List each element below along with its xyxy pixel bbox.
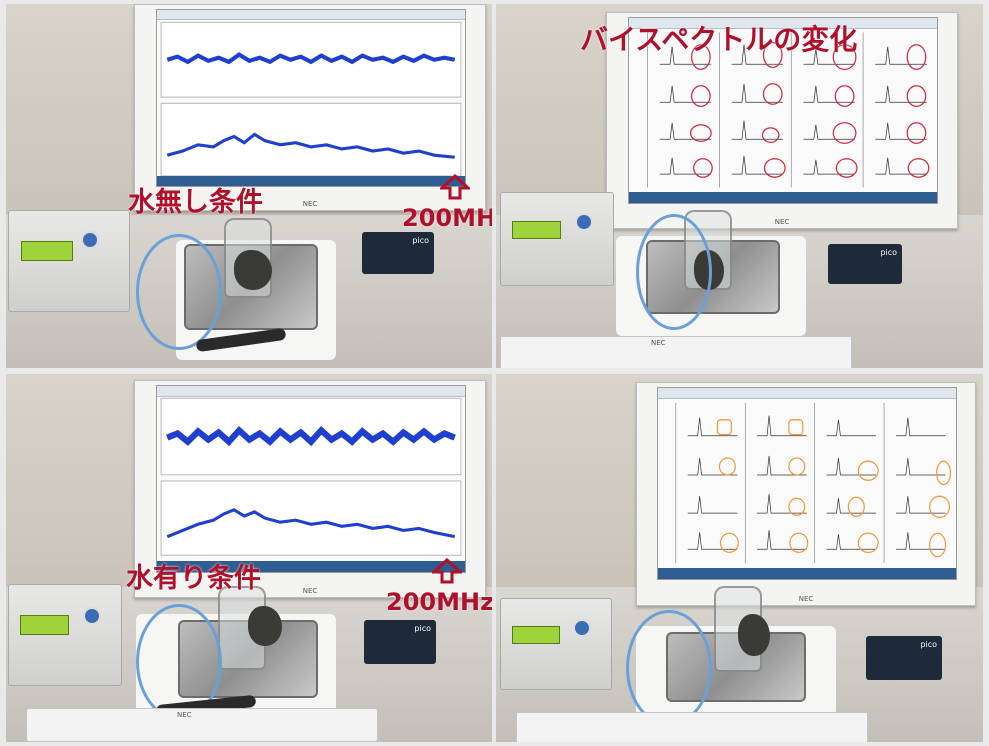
bispectrum-grid — [675, 403, 952, 564]
waveform-display — [160, 22, 462, 177]
rock-sample — [738, 614, 770, 656]
pico-brand: pico — [920, 640, 937, 649]
highlight-ring — [906, 85, 927, 108]
frequency-label: 200MHz — [386, 588, 492, 616]
highlight-ring — [762, 83, 783, 106]
pico-brand: pico — [880, 248, 897, 257]
highlight-ring — [832, 44, 857, 71]
arrow-up-icon — [440, 174, 470, 200]
photo-wet-condition: NEC pico NEC 水有り条件 200MHz — [6, 374, 492, 742]
annotation-dry-condition: 水無し条件 — [128, 187, 263, 218]
highlight-ring — [788, 457, 806, 477]
highlight-ring — [788, 498, 806, 517]
pico-oscilloscope: pico — [866, 636, 942, 680]
pico-oscilloscope: pico — [364, 620, 436, 664]
keyboard: NEC — [500, 336, 852, 368]
monitor-brand: NEC — [798, 595, 814, 603]
highlight-box — [788, 419, 804, 436]
photo-bispectrum-wet: NEC pico — [496, 374, 983, 742]
highlight-box — [717, 419, 733, 436]
waveform-display — [160, 398, 462, 557]
frequency-label: 200MHz — [402, 204, 492, 232]
keyboard-brand: NEC — [651, 339, 666, 347]
highlight-ring — [929, 495, 951, 519]
highlight-ring — [693, 158, 713, 179]
highlight-ring — [906, 122, 927, 145]
photo-dry-condition: NEC pico 水無し条件 200MHz — [6, 4, 492, 368]
signal-generator — [8, 210, 130, 312]
signal-generator — [500, 598, 612, 690]
highlight-ring — [691, 85, 711, 108]
highlight-ring — [848, 497, 866, 518]
highlight-ring — [763, 158, 786, 179]
highlight-ring — [835, 158, 858, 179]
highlight-ring — [691, 44, 711, 71]
monitor: NEC — [636, 382, 976, 606]
monitor: NEC — [134, 380, 486, 598]
spectrum-waveform — [166, 508, 456, 539]
highlight-ring — [719, 457, 737, 477]
pico-oscilloscope: pico — [828, 244, 902, 284]
monitor-brand: NEC — [774, 218, 790, 226]
signal-generator — [8, 584, 122, 686]
monitor: NEC — [606, 12, 958, 229]
pico-brand: pico — [414, 624, 431, 633]
monitor-brand: NEC — [302, 587, 318, 595]
rock-sample — [234, 250, 272, 290]
monitor-brand: NEC — [302, 200, 318, 208]
highlight-ring — [762, 42, 783, 69]
time-domain-waveform — [166, 52, 456, 65]
pico-oscilloscope: pico — [362, 232, 434, 274]
annotation-wet-condition: 水有り条件 — [126, 563, 261, 594]
highlight-ring — [834, 85, 855, 108]
spectrum-waveform — [166, 132, 455, 159]
rock-sample — [248, 606, 282, 646]
bispectrum-grid — [647, 32, 930, 188]
arrow-up-icon — [432, 558, 462, 584]
highlight-ring — [832, 122, 857, 145]
signal-generator — [500, 192, 614, 286]
highlight-ring — [689, 124, 712, 143]
keyboard-brand: NEC — [177, 711, 192, 719]
highlight-ring — [929, 533, 947, 558]
keyboard: NEC — [26, 708, 378, 742]
monitor: NEC — [134, 4, 486, 211]
annotation-bispectrum-change: バイスペクトルの変化 — [580, 23, 858, 56]
highlight-ring — [720, 533, 740, 554]
highlight-ring — [907, 158, 930, 179]
highlight-ring — [906, 44, 927, 71]
highlight-ring — [857, 460, 879, 482]
highlight-ring — [789, 533, 809, 554]
pico-brand: pico — [412, 236, 429, 245]
highlight-ring — [761, 127, 780, 144]
time-domain-waveform — [166, 426, 456, 447]
photo-bispectrum-change: NEC pico NEC バイスペクトルの変化 — [496, 4, 983, 368]
highlight-ring — [857, 533, 879, 554]
highlight-ring — [936, 460, 952, 486]
